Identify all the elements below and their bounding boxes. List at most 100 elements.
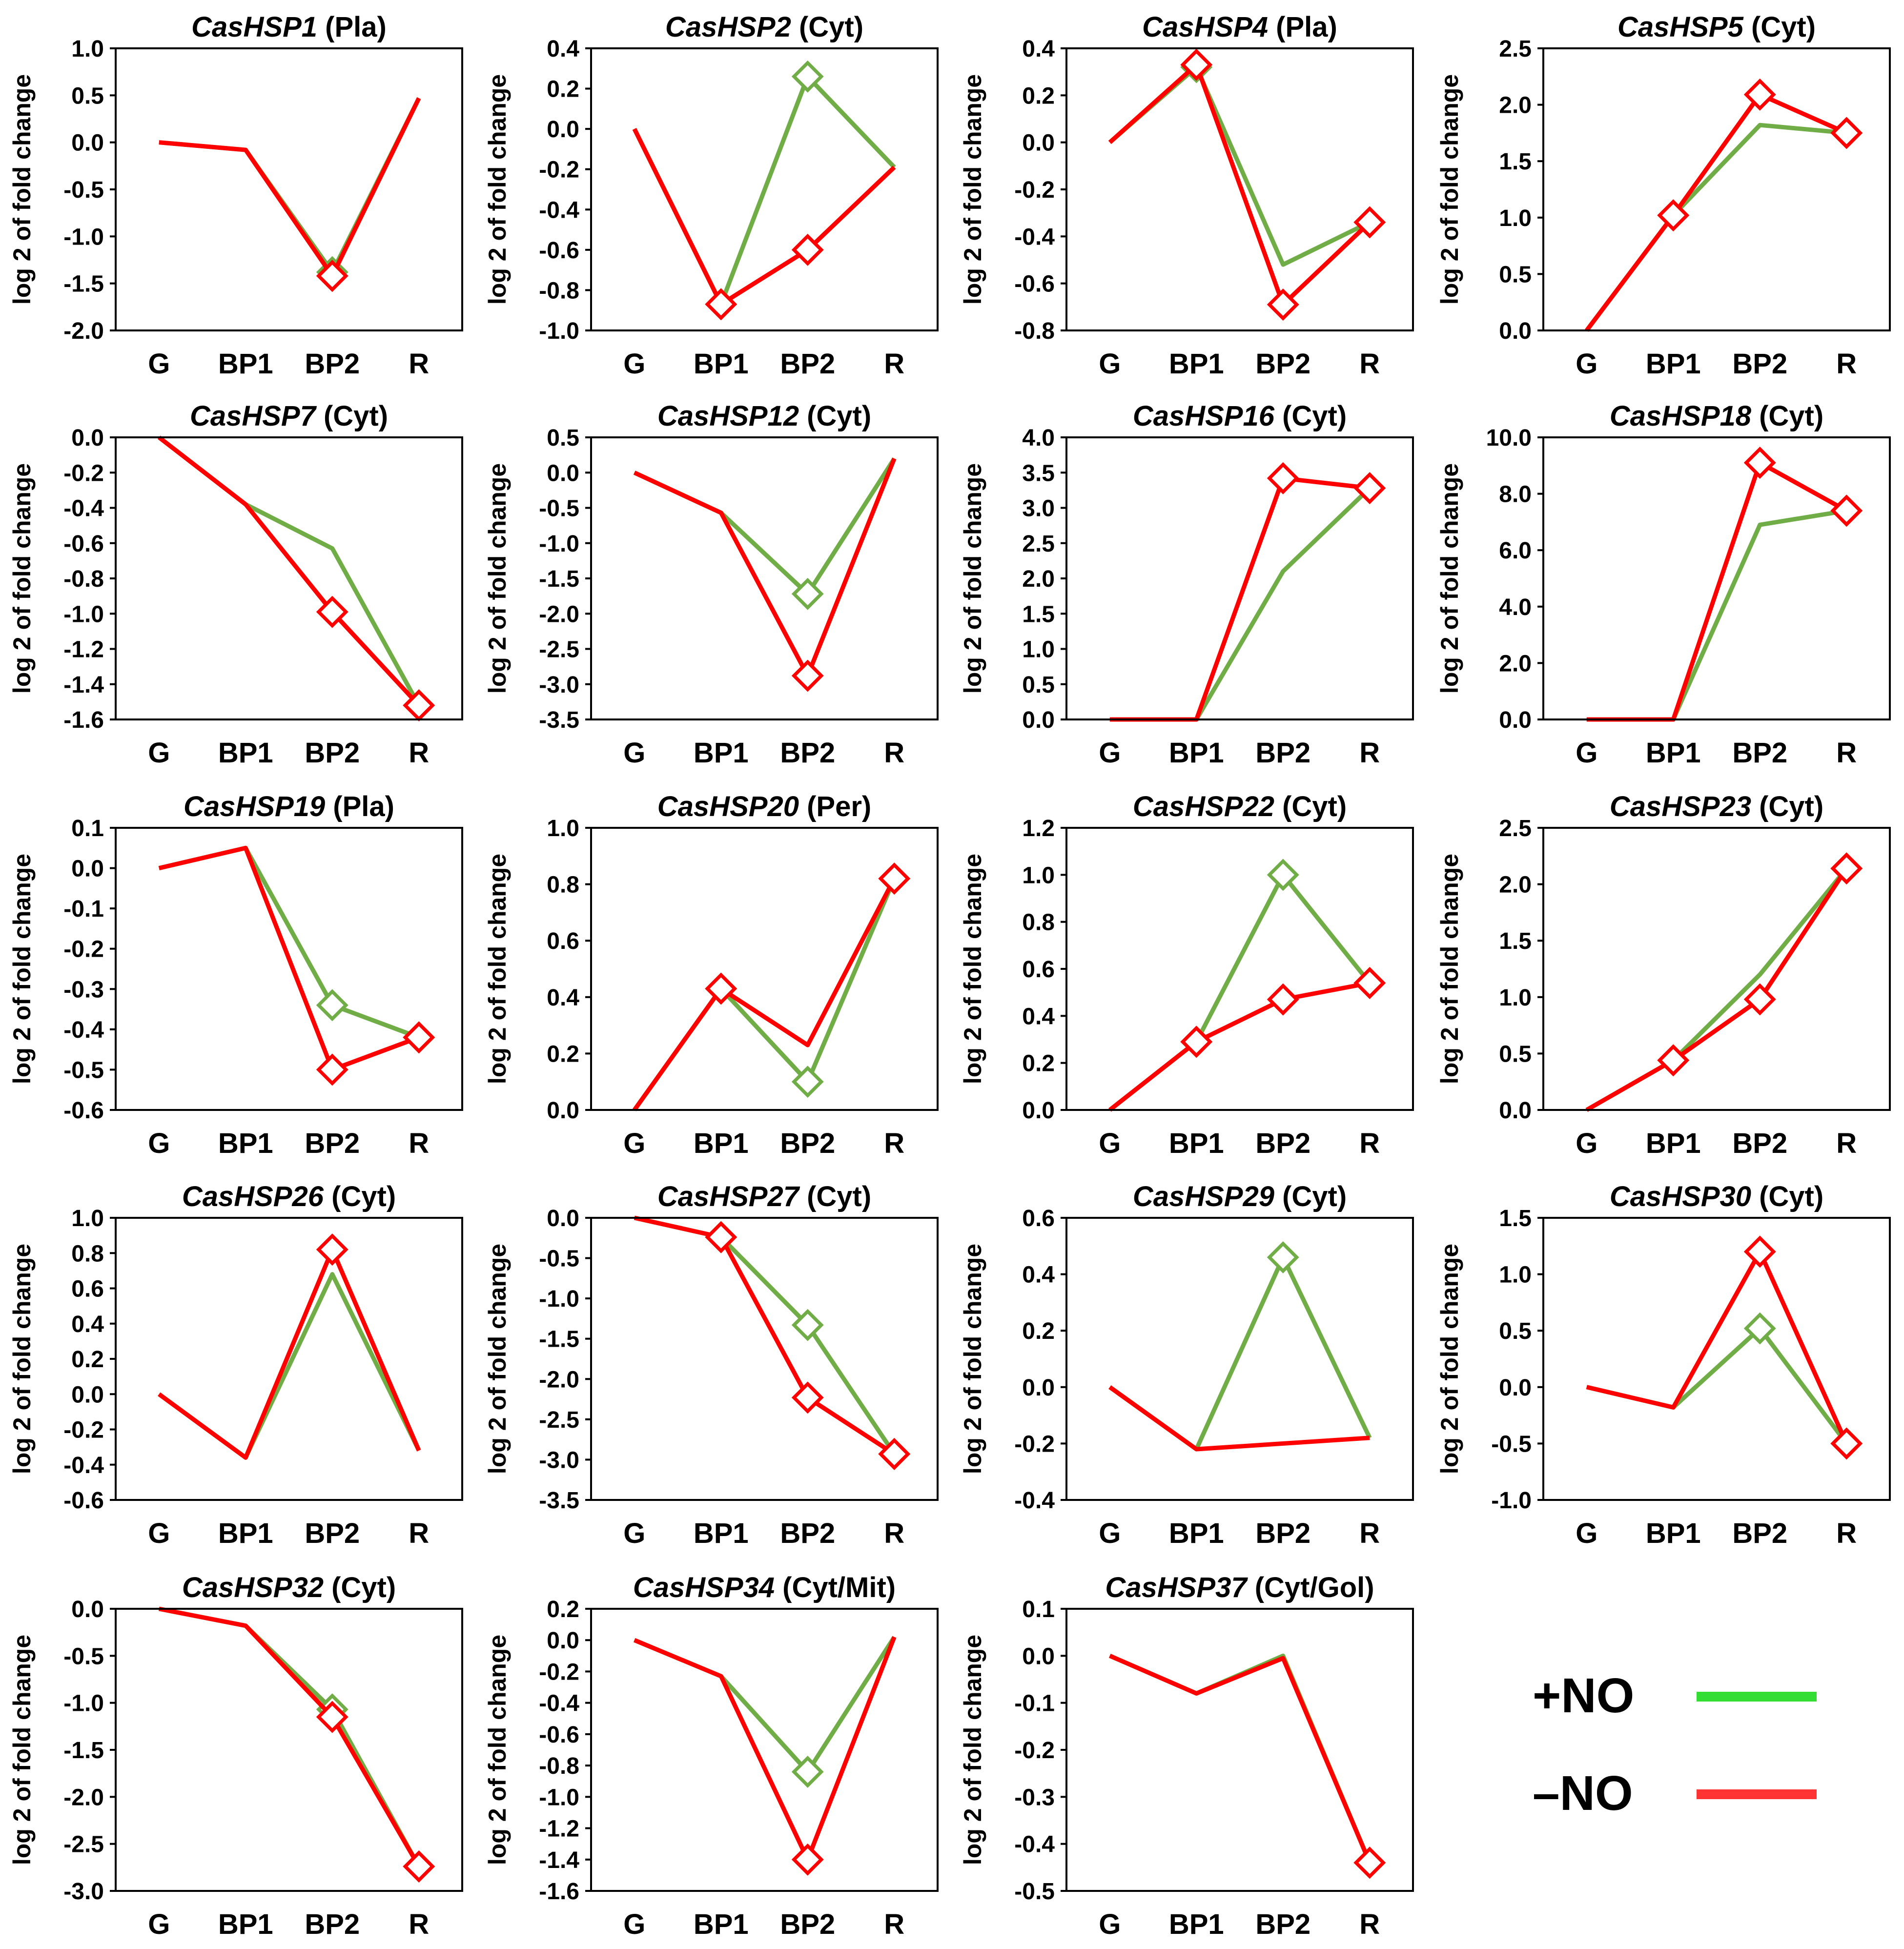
cashsp34-ylabel: log 2 of fold change (484, 1635, 511, 1865)
cashsp32-plot-area (115, 1608, 463, 1892)
cashsp30-title: CasHSP30 (Cyt) (1610, 1181, 1823, 1212)
cashsp5-series-minus-no-point-bp2 (1743, 78, 1776, 111)
cashsp7-localization: (Cyt) (316, 400, 388, 432)
cashsp18-plot-area (1542, 436, 1891, 720)
cashsp29-ytick-label: -0.4 (1014, 1488, 1055, 1514)
legend-label-minus-no: –NO (1533, 1766, 1633, 1821)
cashsp18-chart: CasHSP18 (Cyt) 10.0 8.0 6.0 4.0 2.0 0.0 log 2 o… (1436, 400, 1891, 769)
cashsp7-title: CasHSP7 (Cyt) (190, 400, 388, 432)
cashsp30-xtick-bp1: BP1 (1646, 1518, 1701, 1549)
cashsp30-ytick-label: 0.5 (1499, 1318, 1532, 1344)
cashsp22-ytick-label: 1.0 (1022, 862, 1055, 888)
cashsp1-ytick-label: 0.5 (71, 83, 104, 109)
cashsp29-ytick-label: 0.4 (1022, 1262, 1055, 1288)
cashsp29-ytick-label: -0.2 (1014, 1431, 1055, 1457)
cashsp23-ytick-label: 0.0 (1499, 1098, 1532, 1124)
cashsp16-series-minus-no-point-bp2 (1267, 462, 1299, 494)
cashsp20-xtick-r: R (884, 1128, 904, 1159)
cashsp32-xtick-g: G (148, 1908, 170, 1940)
cashsp32-series-plus-no-line (158, 1606, 421, 1868)
cashsp32-gene-name: CasHSP32 (182, 1572, 324, 1603)
cashsp1-series-minus-no-point-bp2 (316, 260, 348, 292)
cashsp37-xtick-r: R (1359, 1908, 1380, 1940)
cashsp22-series-minus-no-line (1108, 981, 1371, 1112)
cashsp4-xtick-r: R (1359, 348, 1380, 380)
cashsp5-ytick-label: 1.5 (1499, 149, 1532, 175)
cashsp26-ytick-label: -0.2 (63, 1417, 104, 1443)
cashsp30-series-plus-no-point-bp2 (1743, 1312, 1776, 1345)
cashsp2-series-minus-no-point-bp1 (705, 288, 737, 321)
cashsp7-series-minus-no-line (158, 435, 421, 707)
cashsp34-ytick-label: -1.2 (539, 1816, 579, 1842)
cashsp26-xtick-bp1: BP1 (218, 1518, 273, 1549)
cashsp5-ylabel: log 2 of fold change (1436, 74, 1463, 305)
cashsp22-xtick-bp2: BP2 (1255, 1128, 1310, 1159)
cashsp19-title: CasHSP19 (Pla) (184, 791, 394, 822)
cashsp18-ytick-label: 6.0 (1499, 538, 1532, 564)
cashsp12-ytick-label: -2.0 (539, 601, 579, 627)
cashsp1-plot-area (115, 47, 463, 331)
cashsp16-xtick-r: R (1359, 737, 1380, 769)
cashsp18-series-minus-no-point-r (1830, 494, 1863, 527)
cashsp32-ytick-label: -2.5 (63, 1832, 104, 1858)
cashsp19-ytick-label: 0.0 (71, 856, 104, 882)
cashsp34-series-minus-no-line (634, 1636, 897, 1862)
cashsp29-ytick-label: 0.6 (1022, 1206, 1055, 1231)
cashsp2-ytick-label: -0.4 (539, 197, 579, 223)
cashsp2-series-plus-no-line (632, 74, 896, 307)
cashsp18-ylabel: log 2 of fold change (1436, 463, 1463, 694)
cashsp34-xtick-r: R (884, 1908, 904, 1940)
cashsp5-series-minus-no-point-bp1 (1657, 199, 1690, 232)
cashsp20-series-plus-no-line (633, 878, 897, 1111)
cashsp12-plot-area (590, 436, 939, 720)
cashsp1-title: CasHSP1 (Pla) (191, 11, 387, 43)
cashsp2-series-minus-no-point-bp2 (791, 233, 824, 266)
cashsp4-ytick-label: -0.2 (1014, 177, 1055, 203)
cashsp27-title: CasHSP27 (Cyt) (657, 1181, 871, 1212)
cashsp32-xtick-r: R (409, 1908, 429, 1940)
cashsp19-ytick-label: -0.1 (63, 896, 104, 922)
cashsp37-ytick-label: 0.0 (1022, 1643, 1055, 1669)
cashsp30-gene-name: CasHSP30 (1610, 1181, 1751, 1212)
cashsp1-series-plus-no-line (159, 97, 421, 274)
cashsp27-series-minus-no-point-bp2 (791, 1381, 824, 1414)
cashsp12-ytick-label: -3.0 (539, 672, 579, 698)
cashsp20-xtick-bp2: BP2 (780, 1128, 835, 1159)
cashsp5-ytick-label: 2.0 (1499, 93, 1532, 119)
cashsp20-ytick-label: 1.0 (547, 816, 579, 841)
cashsp18-xtick-r: R (1836, 737, 1857, 769)
cashsp37-xtick-g: G (1099, 1908, 1121, 1940)
cashsp26-ytick-label: -0.4 (63, 1453, 104, 1478)
cashsp16-plot-area (1065, 436, 1414, 720)
cashsp27-chart: CasHSP27 (Cyt) 0.0 -0.5 -1.0 -1.5 -2.0 -2.5 -3.… (484, 1181, 939, 1549)
cashsp29-title: CasHSP29 (Cyt) (1133, 1181, 1347, 1212)
cashsp1-ylabel: log 2 of fold change (8, 74, 36, 305)
cashsp34-ytick-label: -1.6 (539, 1879, 579, 1905)
cashsp4-ytick-label: 0.2 (1022, 83, 1055, 109)
cashsp4-xtick-bp2: BP2 (1255, 348, 1310, 380)
cashsp32-ytick-label: -0.5 (63, 1643, 104, 1669)
cashsp16-ytick-label: 1.0 (1022, 637, 1055, 663)
cashsp2-plot-area (590, 47, 939, 331)
cashsp4-ytick-label: -0.4 (1014, 224, 1055, 250)
cashsp27-xtick-g: G (623, 1518, 645, 1549)
cashsp20-ytick-label: 0.0 (547, 1098, 579, 1124)
cashsp34-title: CasHSP34 (Cyt/Mit) (633, 1572, 896, 1603)
cashsp26-ytick-label: 0.6 (71, 1276, 104, 1302)
cashsp1-ytick-label: 0.0 (71, 130, 104, 156)
cashsp5-xtick-bp1: BP1 (1646, 348, 1701, 380)
cashsp16-xtick-bp1: BP1 (1169, 737, 1224, 769)
cashsp30-ylabel: log 2 of fold change (1436, 1244, 1463, 1474)
cashsp34-series-minus-no-point-bp2 (791, 1843, 824, 1876)
cashsp29-series-plus-no-point-bp2 (1267, 1241, 1299, 1273)
cashsp27-ytick-label: -0.5 (539, 1246, 579, 1272)
cashsp34-chart: CasHSP34 (Cyt/Mit) 0.2 0.0 -0.2 -0.4 -0.6 -0.8… (484, 1572, 939, 1940)
cashsp7-ytick-label: -1.6 (63, 707, 104, 733)
cashsp19-series-minus-no-point-bp2 (316, 1053, 348, 1086)
cashsp22-ytick-label: 0.0 (1022, 1098, 1055, 1124)
cashsp30-ytick-label: 1.0 (1499, 1262, 1532, 1288)
cashsp30-series-minus-no-point-bp2 (1743, 1235, 1776, 1268)
cashsp34-gene-name: CasHSP34 (633, 1572, 775, 1603)
cashsp27-xtick-r: R (884, 1518, 904, 1549)
